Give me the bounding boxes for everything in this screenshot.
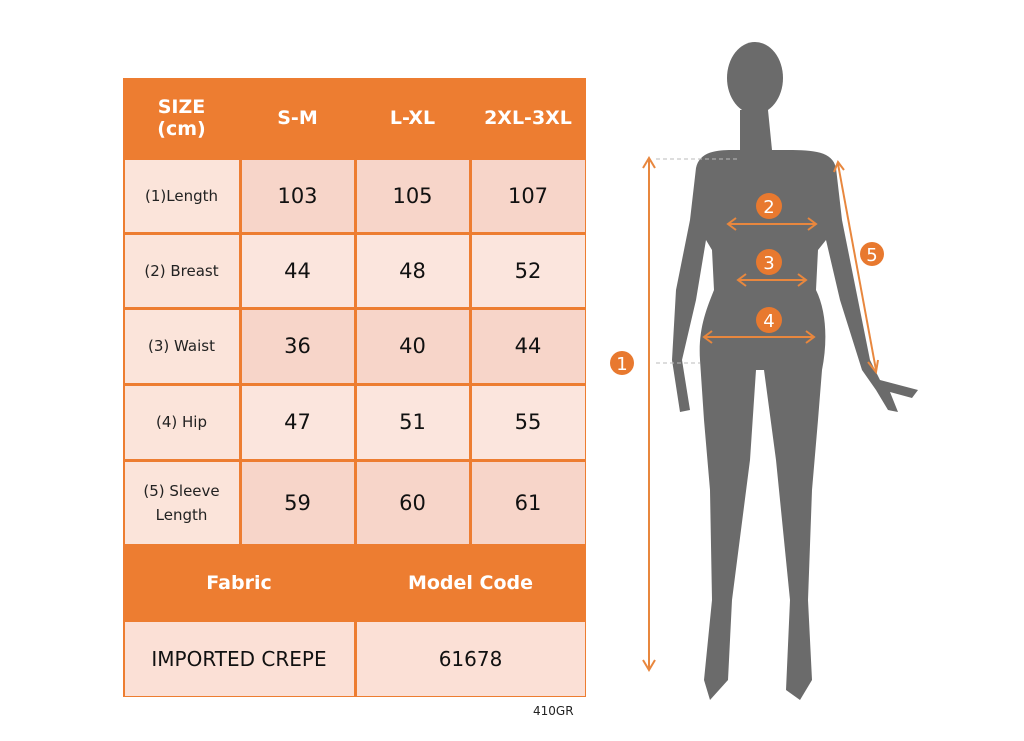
- product-code: 410GR: [533, 704, 574, 718]
- table-cell: 103: [241, 159, 354, 232]
- row-label: (1)Length: [124, 159, 239, 232]
- silhouette: [672, 42, 918, 700]
- table-cell: 105: [356, 159, 469, 232]
- model-code-value: 61678: [356, 621, 585, 696]
- body-measurement-figure: 1 2 3 4 5: [610, 42, 918, 700]
- table-cell: 61: [471, 461, 585, 544]
- svg-text:3: 3: [763, 253, 774, 274]
- svg-text:5: 5: [866, 245, 877, 266]
- fabric-header: Fabric: [206, 571, 272, 594]
- table-cell: 107: [471, 159, 585, 232]
- table-cell: 52: [471, 234, 585, 307]
- measurement-markers: 1 2 3 4 5: [610, 193, 884, 375]
- table-cell: 59: [241, 461, 354, 544]
- size-chart-table: SIZE (cm) S-M L-XL 2XL-3XL (1)Length 103 105 10…: [123, 78, 586, 697]
- table-cell: 48: [356, 234, 469, 307]
- svg-text:2: 2: [763, 197, 774, 218]
- column-header: SIZE (cm): [157, 96, 206, 140]
- column-header: 2XL-3XL: [484, 107, 572, 129]
- table-cell: 44: [471, 309, 585, 383]
- column-header: S-M: [277, 107, 318, 129]
- model-code-header: Model Code: [407, 571, 534, 594]
- row-label: (5) Sleeve Length: [124, 461, 239, 544]
- table-cell: 40: [356, 309, 469, 383]
- table-cell: 36: [241, 309, 354, 383]
- table-cell: 44: [241, 234, 354, 307]
- column-header: L-XL: [389, 107, 436, 129]
- svg-text:4: 4: [763, 311, 774, 332]
- row-label: (4) Hip: [124, 385, 239, 459]
- table-cell: 47: [241, 385, 354, 459]
- row-label: (2) Breast: [124, 234, 239, 307]
- row-label: (3) Waist: [124, 309, 239, 383]
- table-cell: 55: [471, 385, 585, 459]
- table-cell: 60: [356, 461, 469, 544]
- svg-text:1: 1: [616, 354, 627, 375]
- fabric-value: IMPORTED CREPE: [124, 621, 354, 696]
- table-cell: 51: [356, 385, 469, 459]
